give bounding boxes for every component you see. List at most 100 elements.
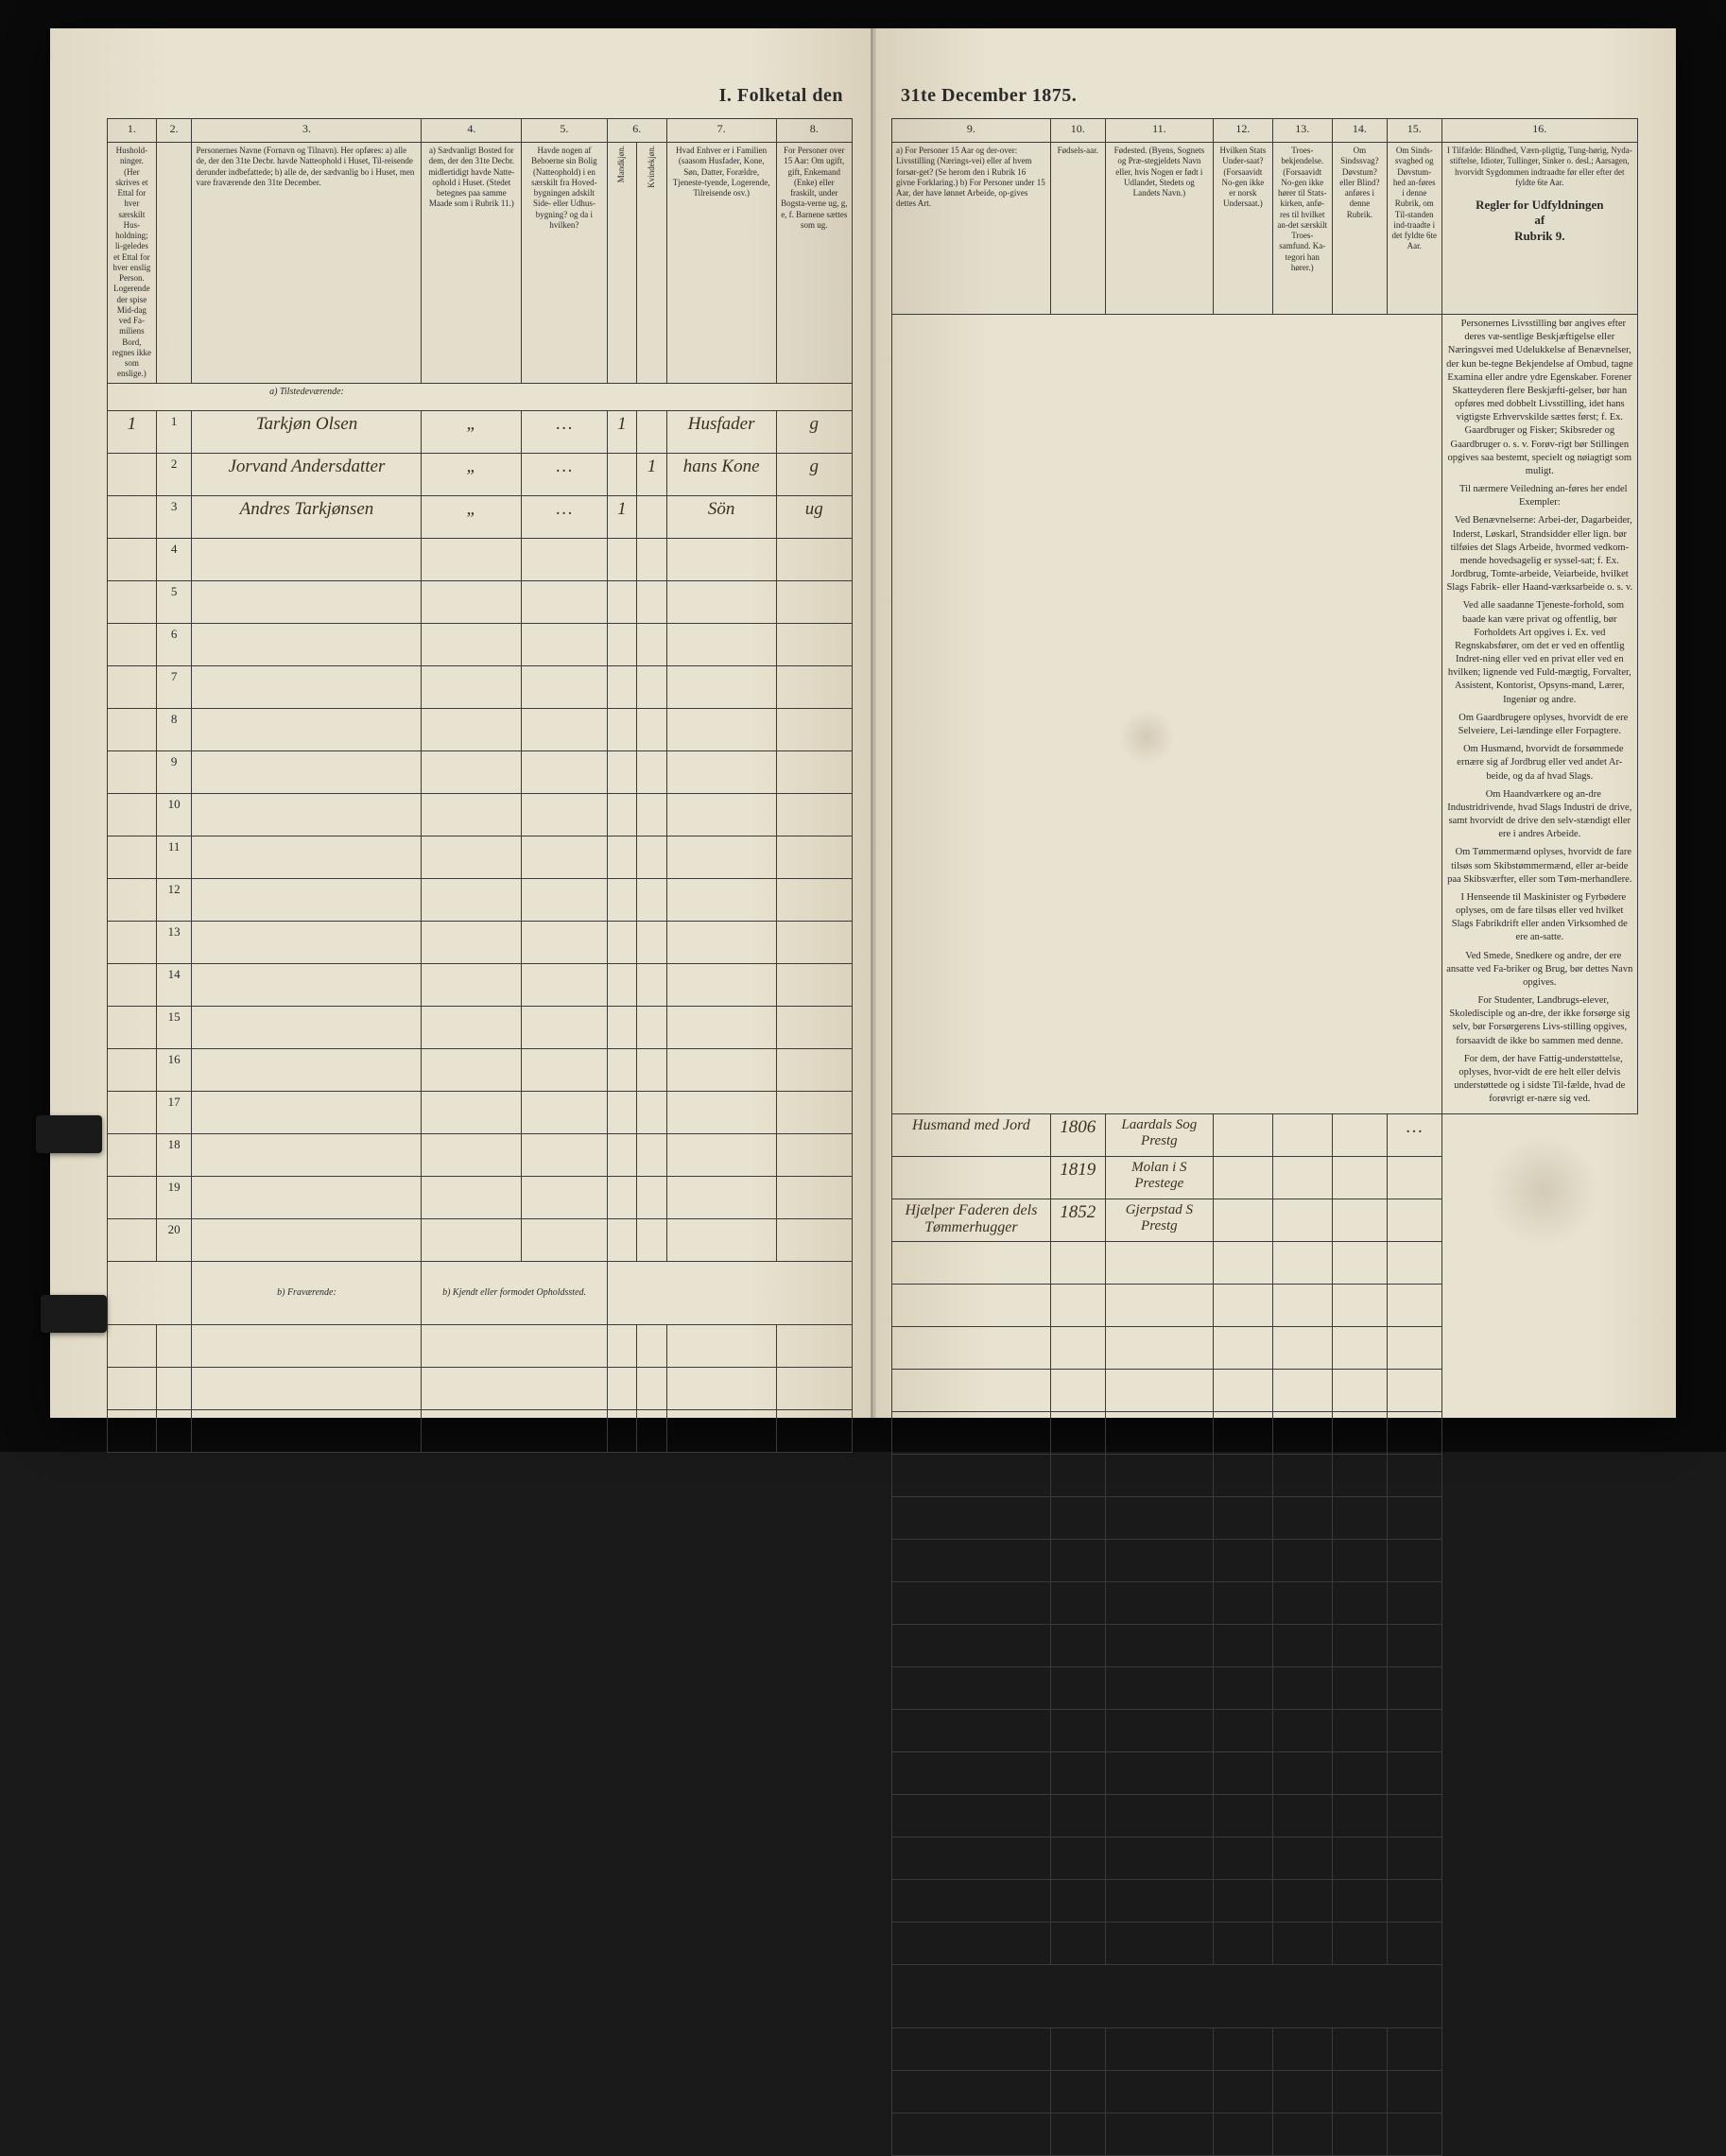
cell-female: 1 bbox=[637, 453, 667, 495]
header-8: For Personer over 15 Aar: Om ugift, gift… bbox=[776, 143, 852, 384]
table-row-empty: 13 bbox=[108, 921, 853, 963]
table-row-empty bbox=[892, 1837, 1638, 1880]
table-row-empty bbox=[892, 1242, 1638, 1285]
paper-stain bbox=[1487, 1134, 1600, 1248]
instruction-paragraph: Personernes Livsstilling bør angives eft… bbox=[1446, 318, 1633, 478]
page-title-left: I. Folketal den bbox=[107, 85, 853, 107]
header-4: a) Sædvanligt Bosted for dem, der den 31… bbox=[422, 143, 522, 384]
cell-name: Tarkjøn Olsen bbox=[192, 410, 422, 453]
col-num-1: 1. bbox=[108, 119, 157, 143]
column-number-row: 1. 2. 3. 4. 5. 6. 7. 8. bbox=[108, 119, 853, 143]
cell-c12 bbox=[1214, 1199, 1273, 1242]
cell-marital: g bbox=[776, 410, 852, 453]
table-row-empty bbox=[892, 1880, 1638, 1923]
table-row-empty bbox=[892, 1752, 1638, 1795]
column-number-row: 9. 10. 11. 12. 13. 14. 15. 16. bbox=[892, 119, 1638, 143]
header-12: Hvilken Stats Under-saat? (Forsaavidt No… bbox=[1214, 143, 1273, 315]
instruction-paragraph: Ved Benævnelserne: Arbei-der, Dagarbeide… bbox=[1446, 514, 1633, 595]
header-6b: Kvindekjøn. bbox=[637, 143, 667, 384]
header-6a: Mandkjøn. bbox=[607, 143, 637, 384]
table-row-empty: 9 bbox=[108, 750, 853, 793]
table-row-empty bbox=[892, 1795, 1638, 1837]
col-num-7: 7. bbox=[666, 119, 776, 143]
header-1: Hushold- ninger. (Her skrives et Ettal f… bbox=[108, 143, 157, 384]
table-row-empty bbox=[892, 1455, 1638, 1497]
table-row: 3Andres Tarkjønsen„…1Sönug bbox=[108, 495, 853, 538]
cell-c13 bbox=[1272, 1114, 1332, 1157]
table-row-empty: 4 bbox=[108, 538, 853, 580]
col-num-3: 3. bbox=[192, 119, 422, 143]
table-row-empty bbox=[892, 1667, 1638, 1710]
cell-male: 1 bbox=[607, 495, 637, 538]
instruction-paragraph: Om Haandværkere og an-dre Industridriven… bbox=[1446, 788, 1633, 842]
header-5: Havde nogen af Beboerne sin Bolig (Natte… bbox=[522, 143, 607, 384]
col-num-4: 4. bbox=[422, 119, 522, 143]
table-row-empty: 10 bbox=[108, 793, 853, 836]
cell-c12 bbox=[1214, 1157, 1273, 1199]
scanner-background: I. Folketal den 1. 2. 3. 4. 5. 6. 7. 8. … bbox=[0, 0, 1726, 1452]
cell-relation: Sön bbox=[666, 495, 776, 538]
table-row-empty bbox=[892, 1412, 1638, 1455]
table-row-empty: 16 bbox=[108, 1048, 853, 1091]
cell-name: Andres Tarkjønsen bbox=[192, 495, 422, 538]
instruction-paragraph: For dem, der have Fattig-understøttelse,… bbox=[1446, 1053, 1633, 1107]
cell-female bbox=[637, 410, 667, 453]
col-num-16: 16. bbox=[1441, 119, 1637, 143]
col-num-12: 12. bbox=[1214, 119, 1273, 143]
section-a-row: a) Tilstedeværende: bbox=[108, 383, 853, 410]
cell-c4: „ bbox=[422, 453, 522, 495]
table-row: 2Jorvand Andersdatter„…1hans Koneg bbox=[108, 453, 853, 495]
instruction-paragraph: Ved alle saadanne Tjeneste-forhold, som … bbox=[1446, 599, 1633, 706]
cell-c5: … bbox=[522, 495, 607, 538]
table-row-empty: 11 bbox=[108, 836, 853, 878]
table-row-empty bbox=[892, 1625, 1638, 1667]
table-row-empty: 17 bbox=[108, 1091, 853, 1133]
col-num-6: 6. bbox=[607, 119, 666, 143]
col-num-9: 9. bbox=[892, 119, 1051, 143]
cell-female bbox=[637, 495, 667, 538]
cell-c12 bbox=[1214, 1114, 1273, 1157]
paper-stain bbox=[1118, 709, 1175, 766]
instruction-paragraph: Om Tømmermænd oplyses, hvorvidt de fare … bbox=[1446, 846, 1633, 887]
col-num-10: 10. bbox=[1050, 119, 1105, 143]
instruction-paragraph: I Henseende til Maskinister og Fyrbødere… bbox=[1446, 891, 1633, 945]
book-spread: I. Folketal den 1. 2. 3. 4. 5. 6. 7. 8. … bbox=[50, 28, 1676, 1418]
cell-c4: „ bbox=[422, 495, 522, 538]
section-b-label: b) Fraværende: bbox=[192, 1261, 422, 1324]
cell-relation: hans Kone bbox=[666, 453, 776, 495]
cell-c15: … bbox=[1387, 1114, 1441, 1157]
section-a-spacer: Personernes Livsstilling bør angives eft… bbox=[892, 315, 1638, 1114]
header-14: Om Sindssvag? Døvstum? eller Blind? anfø… bbox=[1332, 143, 1387, 315]
table-row-empty: 15 bbox=[108, 1006, 853, 1048]
table-row-empty bbox=[892, 1710, 1638, 1752]
cell-relation: Husfader bbox=[666, 410, 776, 453]
cell-c15 bbox=[1387, 1157, 1441, 1199]
cell-name: Jorvand Andersdatter bbox=[192, 453, 422, 495]
page-title-right: 31te December 1875. bbox=[891, 85, 1638, 107]
instructions-title: Regler for Udfyldningen af Rubrik 9. bbox=[1446, 198, 1633, 244]
table-row-empty: 14 bbox=[108, 963, 853, 1006]
section-b-right-label: b) Kjendt eller formodet Opholdssted. bbox=[422, 1261, 607, 1324]
section-a-label: a) Tilstedeværende: bbox=[192, 383, 422, 410]
cell-birthplace: Gjerpstad S Prestg bbox=[1105, 1199, 1213, 1242]
header-2 bbox=[156, 143, 192, 384]
cell-c13 bbox=[1272, 1157, 1332, 1199]
cell-birthyear: 1852 bbox=[1050, 1199, 1105, 1242]
column-header-row: a) For Personer 15 Aar og der-over: Livs… bbox=[892, 143, 1638, 315]
table-row-empty bbox=[892, 1370, 1638, 1412]
cell-rownum: 2 bbox=[156, 453, 192, 495]
column-header-row: Hushold- ninger. (Her skrives et Ettal f… bbox=[108, 143, 853, 384]
cell-household bbox=[108, 495, 157, 538]
table-row-empty bbox=[892, 1497, 1638, 1540]
cell-household: 1 bbox=[108, 410, 157, 453]
cell-c15 bbox=[1387, 1199, 1441, 1242]
data-rows-left: 11Tarkjøn Olsen„…1Husfaderg2Jorvand Ande… bbox=[108, 410, 853, 1261]
col-num-8: 8. bbox=[776, 119, 852, 143]
cell-c5: … bbox=[522, 453, 607, 495]
table-row-empty: 8 bbox=[108, 708, 853, 750]
section-b-row: b) Fraværende: b) Kjendt eller formodet … bbox=[108, 1261, 853, 1324]
instruction-paragraph: Til nærmere Veiledning an-føres her ende… bbox=[1446, 483, 1633, 509]
header-10: Fødsels-aar. bbox=[1050, 143, 1105, 315]
col-num-11: 11. bbox=[1105, 119, 1213, 143]
header-3: Personernes Navne (Fornavn og Tilnavn). … bbox=[192, 143, 422, 384]
